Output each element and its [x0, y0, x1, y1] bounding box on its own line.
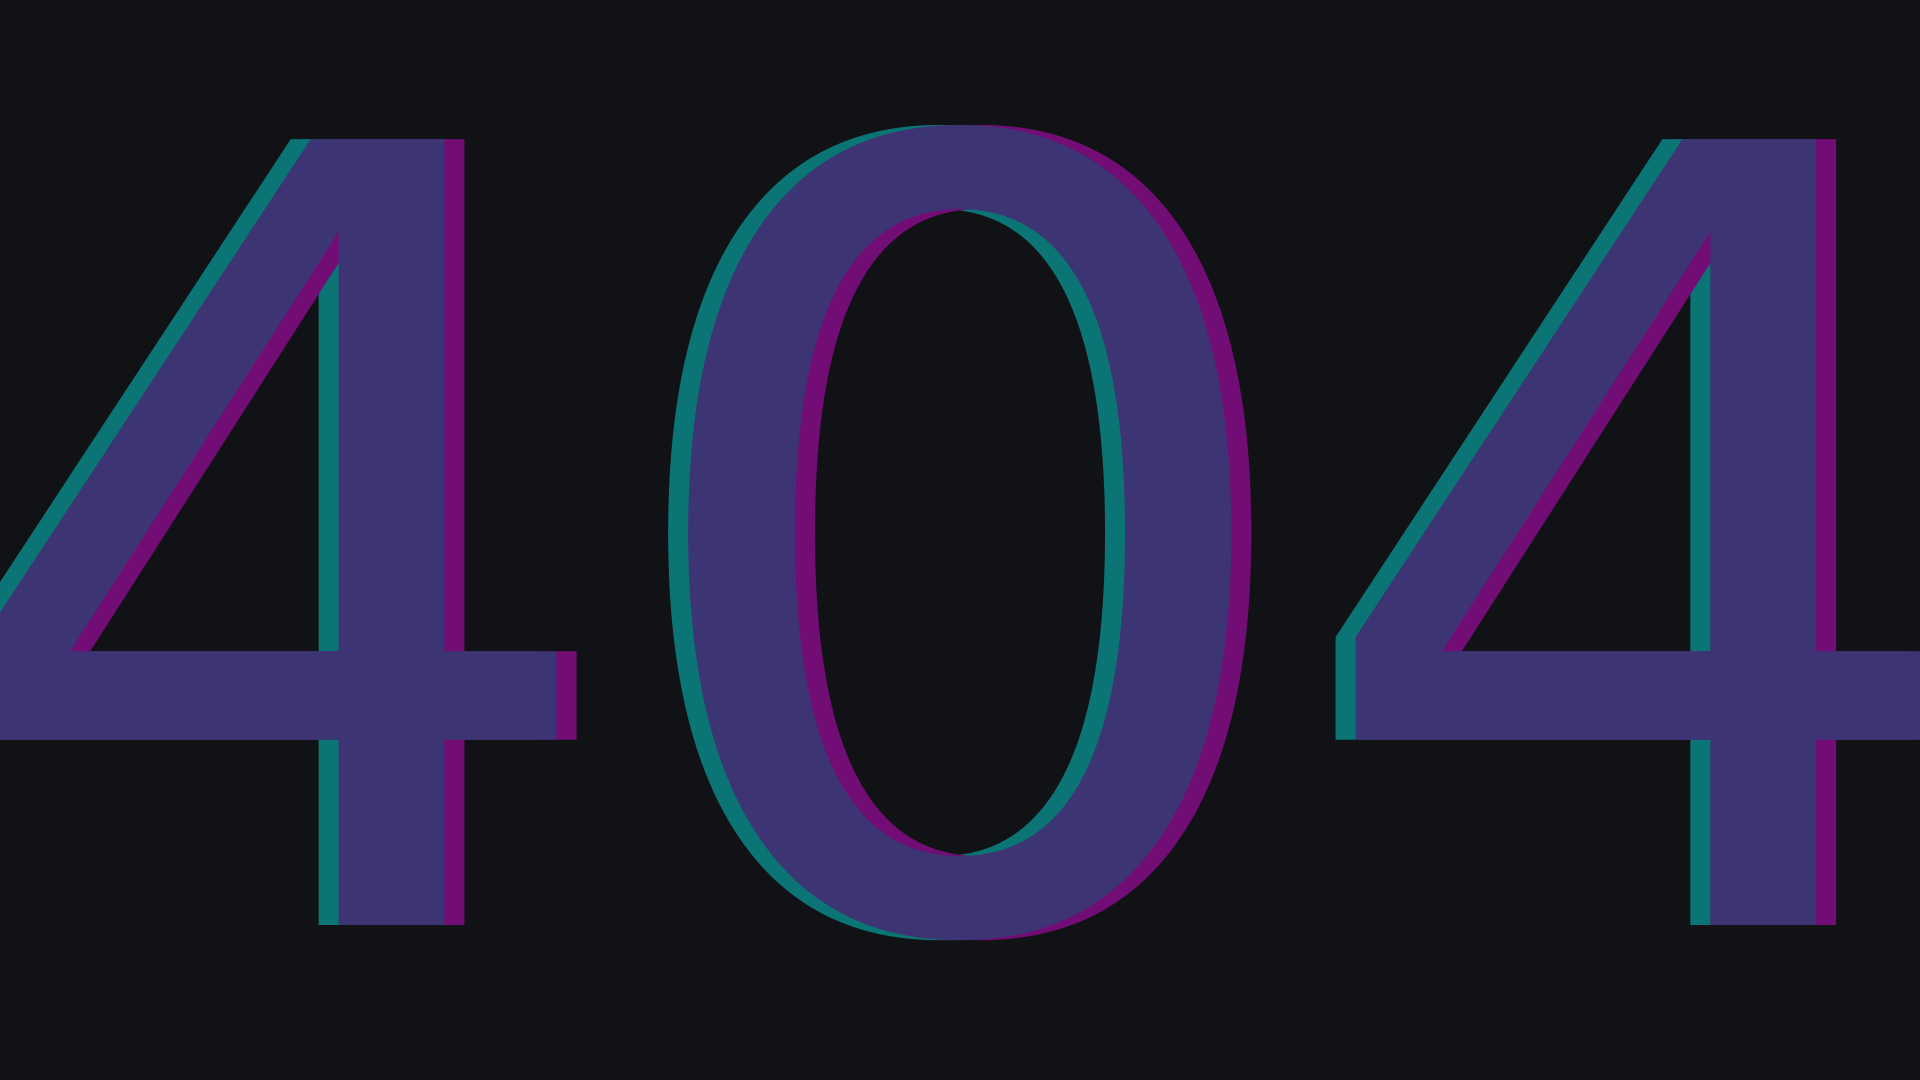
error-code-magenta-layer: 404: [0, 0, 1920, 1080]
error-code-glitch-graphic: 404 404 404: [0, 0, 1920, 1080]
error-code-cyan-layer: 404: [0, 0, 1920, 1080]
error-code-text: 404: [0, 0, 1920, 1080]
error-page: 404 404 404: [0, 0, 1920, 1080]
